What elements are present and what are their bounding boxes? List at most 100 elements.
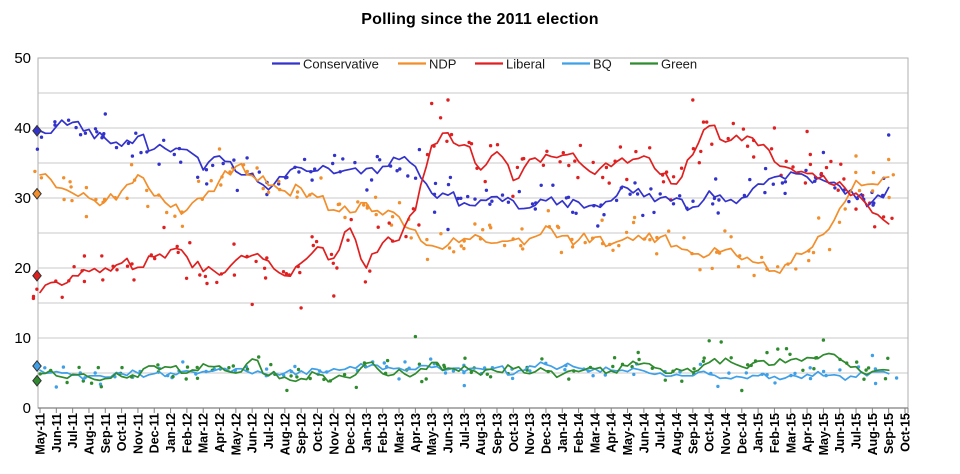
poll-dot xyxy=(298,270,302,275)
poll-dot xyxy=(219,183,223,187)
x-axis-label: Jan-14 xyxy=(556,413,570,453)
x-axis-label: Jul-15 xyxy=(850,413,864,449)
poll-dot xyxy=(710,266,714,271)
poll-dot xyxy=(390,215,395,219)
x-axis-label: Jun-13 xyxy=(442,413,456,453)
poll-dot xyxy=(261,186,265,191)
poll-dot xyxy=(541,163,546,167)
poll-dot xyxy=(196,175,200,179)
poll-dot xyxy=(803,181,808,185)
poll-dot xyxy=(716,384,720,389)
poll-dot xyxy=(463,356,467,360)
poll-dot xyxy=(591,374,595,378)
poll-dot xyxy=(99,385,104,389)
poll-dot xyxy=(245,367,250,371)
poll-dot xyxy=(661,180,666,184)
poll-dot xyxy=(314,239,319,244)
x-axis-label: Oct-12 xyxy=(311,413,325,452)
poll-dot xyxy=(671,175,676,179)
poll-dot xyxy=(184,276,189,280)
poll-dot xyxy=(760,255,764,260)
poll-dot xyxy=(198,273,202,277)
poll-dot xyxy=(130,154,135,158)
poll-dot xyxy=(559,250,564,255)
poll-dot xyxy=(146,204,150,209)
poll-dot xyxy=(517,189,521,194)
poll-dot xyxy=(285,388,289,393)
poll-dot xyxy=(277,179,281,184)
poll-dot xyxy=(783,191,787,196)
poll-dot xyxy=(96,365,101,370)
poll-dot xyxy=(120,365,124,370)
poll-dot xyxy=(337,202,342,206)
poll-dot xyxy=(257,170,261,174)
poll-dot xyxy=(602,213,606,217)
poll-dot xyxy=(680,379,684,383)
legend: Conservative NDP Liberal BQ Green xyxy=(272,57,697,72)
x-axis-label: Aug-15 xyxy=(866,413,880,455)
poll-dot xyxy=(648,146,652,150)
poll-dot xyxy=(710,142,714,146)
poll-dot xyxy=(571,210,575,214)
poll-dot xyxy=(77,365,81,370)
poll-dot xyxy=(804,168,808,173)
poll-dot xyxy=(857,188,862,193)
x-axis-label: Feb-14 xyxy=(572,413,586,453)
outlier-dots xyxy=(54,98,891,393)
poll-dot xyxy=(39,176,44,180)
poll-dot xyxy=(510,376,515,381)
poll-dot xyxy=(574,211,578,215)
poll-dot xyxy=(89,381,94,385)
poll-dot xyxy=(611,364,615,369)
poll-dot xyxy=(102,132,106,136)
x-axis-label: Dec-11 xyxy=(148,413,162,453)
y-axis-labels: 0 10 20 30 40 50 xyxy=(14,50,31,417)
poll-dot xyxy=(752,155,756,159)
poll-dot xyxy=(698,362,703,366)
poll-dot xyxy=(354,385,358,390)
poll-dot xyxy=(156,363,160,367)
poll-dot xyxy=(824,165,829,170)
poll-dot xyxy=(765,350,769,355)
poll-dot xyxy=(35,287,39,291)
poll-dot xyxy=(175,244,179,249)
poll-dot xyxy=(429,357,433,361)
x-axis-label: Nov-12 xyxy=(327,413,341,455)
poll-dot xyxy=(633,181,637,185)
poll-dot xyxy=(881,215,886,219)
x-axis-label: Jun-12 xyxy=(246,413,260,453)
poll-dot xyxy=(717,198,721,202)
poll-dot xyxy=(95,130,99,134)
poll-dot xyxy=(114,145,119,150)
poll-dot xyxy=(701,120,706,124)
poll-dot xyxy=(829,159,833,164)
poll-dot xyxy=(459,196,463,200)
poll-dot xyxy=(864,368,868,372)
poll-dot xyxy=(819,171,824,176)
election-result-marker-liberal xyxy=(32,269,42,282)
poll-dot-outlier xyxy=(299,306,303,310)
poll-dot xyxy=(671,202,676,206)
poll-dot xyxy=(515,165,520,170)
poll-dot xyxy=(289,374,293,378)
x-axis-label: Apr-15 xyxy=(801,413,815,453)
poll-dot xyxy=(369,178,374,182)
poll-dot-outlier xyxy=(707,339,711,343)
poll-dot xyxy=(296,367,301,372)
poll-dot xyxy=(209,179,213,183)
x-axis-label: May-13 xyxy=(425,413,439,455)
poll-dot xyxy=(833,186,837,190)
poll-dot xyxy=(842,177,846,181)
poll-dot xyxy=(335,266,339,270)
poll-dot xyxy=(343,215,347,220)
poll-dot xyxy=(776,265,780,269)
poll-dot xyxy=(506,200,511,204)
poll-dot xyxy=(173,214,177,218)
poll-dot xyxy=(265,256,269,260)
poll-dot xyxy=(397,377,401,381)
legend-item-bq: BQ xyxy=(562,57,612,72)
poll-dot xyxy=(139,150,143,155)
poll-dot xyxy=(784,159,788,163)
poll-dot xyxy=(132,278,136,282)
poll-dot xyxy=(578,143,583,148)
